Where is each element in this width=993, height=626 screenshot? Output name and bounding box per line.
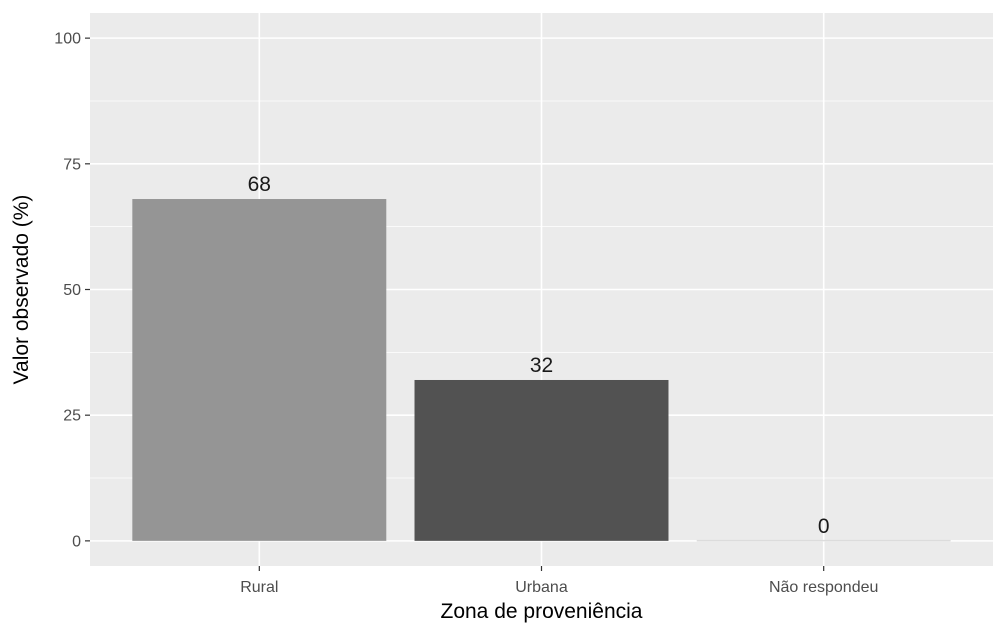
y-tick-label: 100 [54, 31, 81, 48]
y-tick-label: 50 [63, 282, 81, 299]
data-labels: 68 32 0 [248, 173, 830, 538]
bar-urbana [414, 379, 669, 541]
data-label: 68 [248, 173, 271, 196]
x-axis-title: Zona de proveniência [441, 600, 643, 623]
y-tick-label: 0 [72, 533, 81, 550]
bar-n-o-respondeu [696, 539, 951, 542]
x-tick-label: Urbana [515, 579, 568, 596]
y-tick-label: 25 [63, 408, 81, 425]
x-tick-label: Não respondeu [769, 579, 878, 596]
bars [132, 199, 951, 542]
y-tick-label: 75 [63, 156, 81, 173]
x-tick-label: Rural [240, 579, 278, 596]
y-axis: 0 25 50 75 100 [54, 31, 90, 550]
data-label: 32 [530, 354, 553, 377]
data-label: 0 [818, 515, 830, 538]
bar-rural [132, 199, 387, 541]
y-axis-title: Valor observado (%) [10, 195, 33, 385]
x-axis: Rural Urbana Não respondeu [240, 566, 878, 596]
